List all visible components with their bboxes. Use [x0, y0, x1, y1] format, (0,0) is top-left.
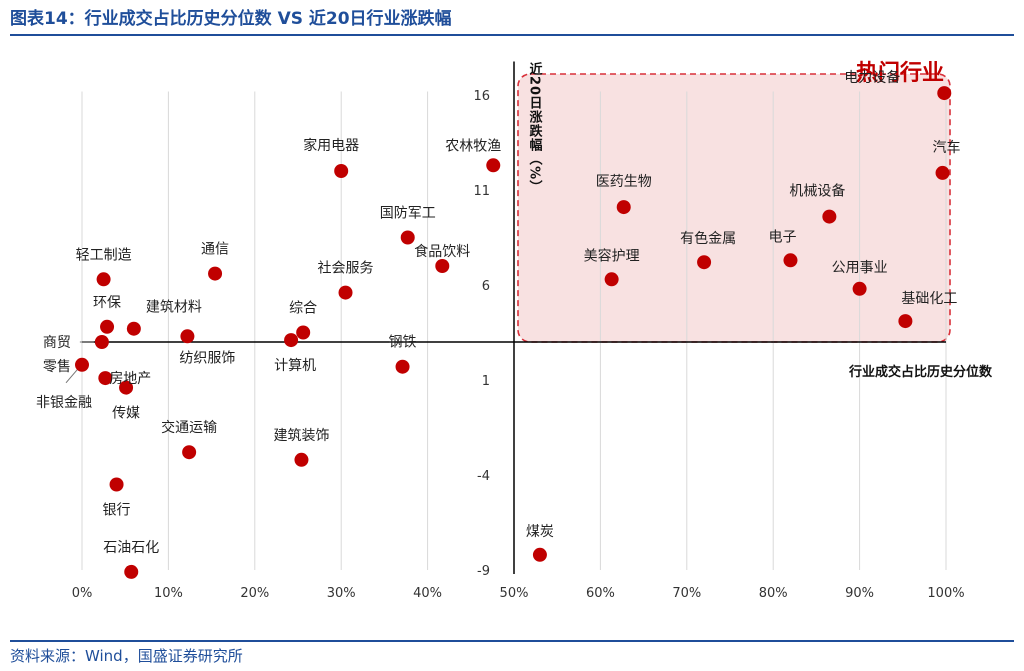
- data-point: [604, 272, 619, 287]
- footer-rule: [10, 640, 1014, 642]
- data-point: [935, 165, 950, 180]
- axes: [82, 61, 946, 574]
- x-tick-label: 60%: [586, 586, 615, 601]
- leader-line: [65, 368, 79, 384]
- data-point: [208, 266, 223, 281]
- data-point: [124, 564, 139, 579]
- data-point: [937, 86, 952, 101]
- point-label: 环保: [93, 295, 121, 311]
- data-point: [898, 314, 913, 329]
- data-points: [75, 86, 952, 579]
- data-point: [486, 158, 501, 173]
- chart-title: 图表14：行业成交占比历史分位数 VS 近20日行业涨跌幅: [10, 9, 452, 29]
- point-label: 公用事业: [832, 260, 888, 276]
- point-label: 石油石化: [103, 540, 159, 556]
- data-point: [338, 285, 353, 300]
- point-label: 纺织服饰: [179, 350, 235, 366]
- y-axis-title: 近20日涨跌幅（%）: [527, 61, 544, 194]
- point-label: 家用电器: [303, 137, 359, 154]
- title-rule: [10, 34, 1014, 36]
- data-point: [119, 380, 134, 395]
- y-tick-label: 6: [482, 279, 490, 294]
- data-point: [532, 547, 547, 562]
- data-point: [296, 325, 311, 340]
- data-point: [435, 259, 450, 273]
- point-label: 建筑装饰: [273, 428, 329, 444]
- x-tick-label: 40%: [413, 586, 442, 601]
- data-point: [284, 333, 299, 348]
- scatter-chart: 热门行业 0% 10% 20% 30% 40% 50% 60% 70% 80% 90% 100% -9…: [36, 60, 993, 601]
- point-label: 银行: [103, 503, 131, 519]
- point-label: 医药生物: [596, 174, 652, 190]
- x-tick-label: 30%: [327, 586, 356, 601]
- point-label: 社会服务: [318, 261, 374, 277]
- x-tick-label: 90%: [845, 586, 874, 601]
- point-label: 煤炭: [526, 524, 554, 540]
- point-label: 基础化工: [901, 290, 957, 307]
- point-label: 零售: [43, 359, 71, 375]
- x-tick-label: 10%: [154, 586, 183, 601]
- point-label: 非银金融: [36, 395, 92, 411]
- data-point: [180, 329, 195, 344]
- tick-labels: 0% 10% 20% 30% 40% 50% 60% 70% 80% 90% 100%-9-4161…: [72, 89, 965, 601]
- point-label: 食品饮料: [414, 243, 470, 260]
- point-label: 汽车: [933, 139, 961, 156]
- data-point: [395, 359, 410, 374]
- data-point: [98, 371, 113, 386]
- data-point: [852, 281, 867, 296]
- data-point: [94, 335, 109, 349]
- point-label: 电力设备: [844, 69, 900, 86]
- point-label: 国防军工: [380, 206, 436, 222]
- x-tick-label: 0%: [72, 586, 93, 601]
- x-tick-label: 20%: [240, 586, 269, 601]
- y-tick-label: -9: [477, 564, 490, 579]
- data-point: [96, 272, 111, 287]
- hot-region-label: 热门行业: [856, 60, 944, 86]
- y-tick-label: -4: [477, 469, 490, 484]
- point-label: 交通运输: [161, 419, 217, 436]
- data-point: [109, 477, 124, 492]
- x-tick-label: 70%: [672, 586, 701, 601]
- data-point: [182, 445, 197, 460]
- hot-industry-region: 热门行业: [517, 60, 951, 343]
- point-label: 综合: [289, 301, 317, 317]
- axis-titles: 行业成交占比历史分位数 近20日涨跌幅（%）: [527, 61, 993, 380]
- point-label: 电子: [768, 229, 796, 245]
- point-label: 机械设备: [789, 183, 845, 200]
- data-point: [75, 357, 89, 372]
- data-point: [822, 209, 837, 224]
- data-point: [294, 452, 309, 467]
- data-point: [783, 253, 798, 268]
- point-label: 传媒: [112, 406, 140, 422]
- point-label: 计算机: [274, 358, 316, 374]
- source-note: 资料来源：Wind，国盛证券研究所: [10, 647, 243, 665]
- point-label: 钢铁: [389, 335, 417, 351]
- data-point: [334, 164, 349, 178]
- x-axis-title: 行业成交占比历史分位数: [848, 364, 993, 380]
- data-point: [100, 319, 115, 334]
- x-tick-label: 50%: [500, 586, 529, 601]
- data-point: [400, 230, 415, 245]
- y-tick-label: 16: [473, 89, 490, 104]
- point-label: 农林牧渔: [445, 138, 501, 154]
- point-label: 建筑材料: [146, 300, 202, 316]
- hot-region-box: [517, 73, 951, 343]
- y-tick-label: 11: [473, 184, 490, 199]
- point-label: 美容护理: [584, 247, 640, 264]
- point-label: 房地产: [109, 371, 151, 387]
- point-label: 通信: [201, 242, 229, 258]
- data-point: [697, 255, 712, 270]
- point-label: 有色金属: [680, 230, 736, 247]
- x-tick-label: 100%: [927, 586, 964, 601]
- data-point: [616, 200, 631, 215]
- leader-lines: [65, 341, 94, 384]
- point-label: 商贸: [43, 335, 71, 351]
- point-label: 轻工制造: [76, 247, 132, 263]
- data-point: [126, 321, 141, 336]
- grid-lines: [81, 91, 947, 570]
- y-tick-label: 1: [482, 374, 490, 389]
- x-tick-label: 80%: [759, 586, 788, 601]
